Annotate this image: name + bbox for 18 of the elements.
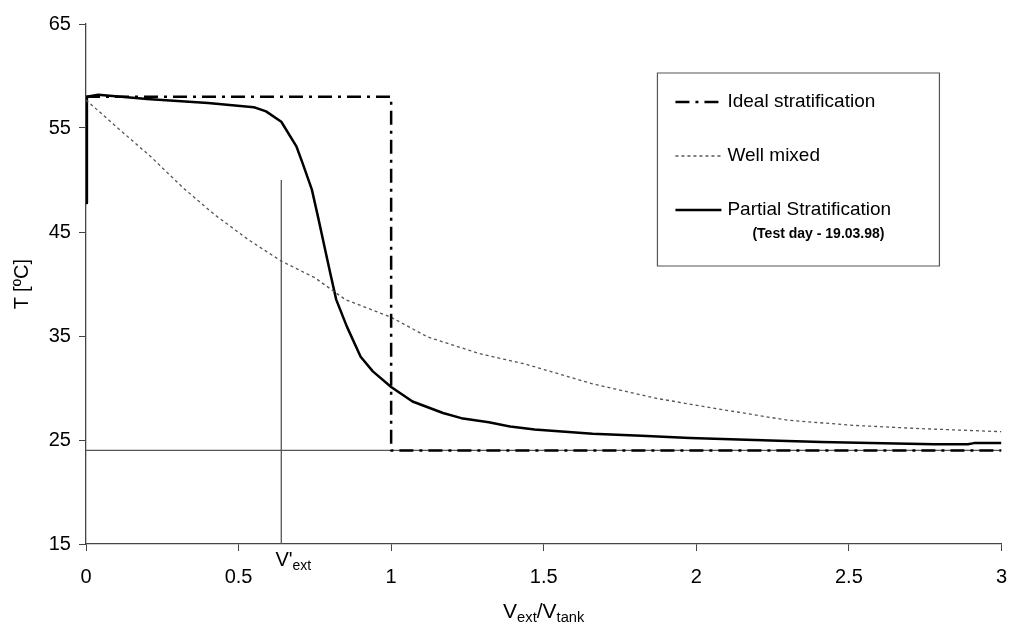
- y-tick-label: 35: [48, 323, 71, 346]
- x-tick-label: 3: [995, 564, 1007, 587]
- y-axis-title: T [ºC]: [9, 259, 32, 310]
- legend-label: Partial Stratification: [727, 198, 892, 220]
- y-tick-label: 65: [48, 11, 71, 34]
- x-tick-label: 0.5: [224, 564, 253, 587]
- y-tick-label: 15: [48, 531, 71, 554]
- x-tick-label: 1.5: [529, 564, 558, 587]
- y-tick-label: 45: [48, 219, 71, 242]
- y-tick-label: 55: [48, 115, 71, 138]
- legend-label: Well mixed: [727, 144, 820, 166]
- annotation: (Test day - 19.03.98): [752, 224, 885, 241]
- x-tick-label: 1: [385, 564, 397, 587]
- x-tick-label: 2: [690, 564, 702, 587]
- x-tick-label: 2.5: [834, 564, 863, 587]
- y-tick-label: 25: [48, 427, 71, 450]
- legend-label: Ideal stratification: [727, 90, 876, 112]
- x-tick-label: 0: [80, 564, 92, 587]
